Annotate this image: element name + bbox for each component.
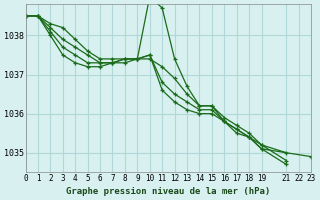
X-axis label: Graphe pression niveau de la mer (hPa): Graphe pression niveau de la mer (hPa) (66, 187, 270, 196)
